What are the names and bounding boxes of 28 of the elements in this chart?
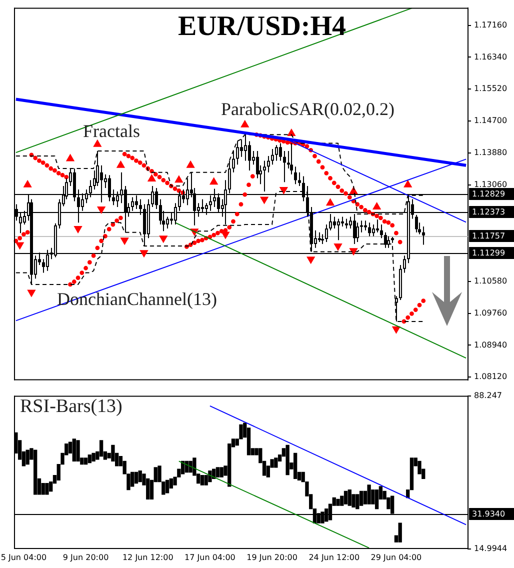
y-tick-label: 1.08120 (474, 372, 508, 382)
ref-line-label: 31.9340 (472, 510, 506, 519)
x-tick-label: 17 Jun 04:00 (184, 552, 236, 562)
y-tick-label: 1.13060 (474, 180, 508, 189)
x-tick-label: 24 Jun 12:00 (308, 552, 360, 562)
y-tick-label: 1.13880 (474, 148, 508, 158)
y-tick-label: 1.10580 (474, 276, 508, 286)
y-tick-label: 1.09760 (474, 308, 508, 318)
y-tick-label: 1.15520 (474, 84, 508, 94)
ref-line-label: 1.12373 (472, 208, 506, 217)
y-tick-label: 1.16340 (474, 52, 508, 62)
ref-line-label: 1.11757 (472, 232, 506, 241)
annotation: Fractals (83, 121, 140, 141)
x-tick-label: 12 Jun 12:00 (122, 552, 174, 562)
annotation: ParabolicSAR(0.02,0.2) (221, 99, 394, 119)
chart-title: EUR/USD:H4 (178, 11, 346, 42)
y-tick-label: 1.17160 (474, 20, 508, 30)
chart-title: RSI-Bars(13) (20, 396, 122, 417)
x-tick-label: 5 Jun 04:00 (0, 552, 47, 562)
x-tick-label: 9 Jun 20:00 (62, 552, 109, 562)
y-tick-label: 14.9944 (474, 544, 508, 554)
y-tick-label: 88.247 (474, 390, 502, 400)
ref-line-label: 1.11299 (472, 248, 506, 258)
x-tick-label: 29 Jun 04:00 (370, 552, 422, 562)
y-tick-label: 1.14700 (474, 116, 508, 126)
x-tick-label: 19 Jun 20:00 (246, 552, 298, 562)
ref-line-label: 1.12829 (472, 190, 506, 199)
y-tick-label: 1.08940 (474, 340, 508, 350)
